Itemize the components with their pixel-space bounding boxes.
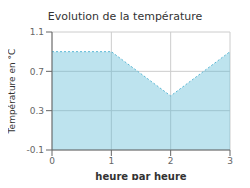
svg-text:-0.1: -0.1: [26, 145, 44, 155]
svg-text:0.7: 0.7: [30, 67, 44, 77]
html-text:Evolution de la température: Evolution de la température: [47, 10, 203, 23]
svg-text:3: 3: [227, 156, 233, 166]
svg-text:2: 2: [168, 156, 174, 166]
svg-text:0.3: 0.3: [30, 106, 44, 116]
svg-text:Température en °C: Température en °C: [8, 49, 17, 135]
svg-text:0: 0: [49, 156, 55, 166]
svg-text:1.1: 1.1: [30, 27, 44, 37]
svg-text:heure par heure: heure par heure: [95, 171, 186, 180]
svg-text:1: 1: [108, 156, 114, 166]
